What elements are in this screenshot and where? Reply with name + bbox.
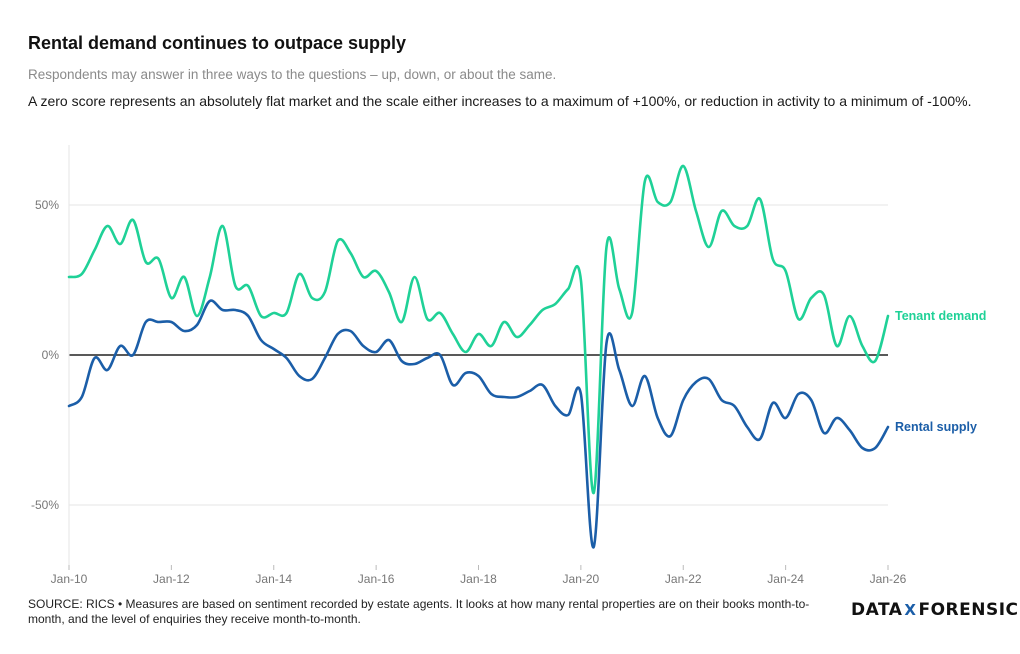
x-tick-label: Jan-20	[563, 572, 600, 586]
series-layer	[67, 164, 890, 549]
x-tick-label: Jan-10	[51, 572, 88, 586]
y-tick-label: -50%	[31, 498, 59, 512]
x-tick-label: Jan-16	[358, 572, 395, 586]
y-tick-label: 0%	[42, 348, 60, 362]
y-tick-label: 50%	[35, 198, 59, 212]
x-tick-label: Jan-22	[665, 572, 702, 586]
tenant-demand-line	[67, 164, 890, 495]
x-tick-label: Jan-18	[460, 572, 497, 586]
chart-subtitle: Respondents may answer in three ways to …	[28, 67, 557, 82]
chart-title: Rental demand continues to outpace suppl…	[28, 33, 407, 53]
chart-description: A zero score represents an absolutely fl…	[28, 93, 972, 109]
tenant-demand-label: Tenant demand	[895, 309, 986, 323]
rental-supply-label: Rental supply	[895, 420, 977, 434]
label-layer: 50% 0% -50% Jan-10 Jan-12 Jan-14 Jan-16 Jan-18 J…	[31, 198, 986, 586]
logo-text-right: FORENSICS	[918, 600, 1020, 620]
logo-mark: X	[904, 601, 917, 619]
x-tick-label: Jan-24	[767, 572, 804, 586]
axis-layer	[68, 145, 889, 570]
rental-supply-line	[67, 299, 890, 549]
grid-layer	[69, 204, 888, 506]
source-footer: SOURCE: RICS • Measures are based on sen…	[28, 597, 810, 626]
x-tick-label: Jan-26	[870, 572, 907, 586]
x-tick-label: Jan-12	[153, 572, 190, 586]
logo-text-left: DATA	[851, 600, 903, 620]
x-tick-label: Jan-14	[255, 572, 292, 586]
data-forensics-logo: DATAXFORENSICS	[851, 600, 1020, 620]
